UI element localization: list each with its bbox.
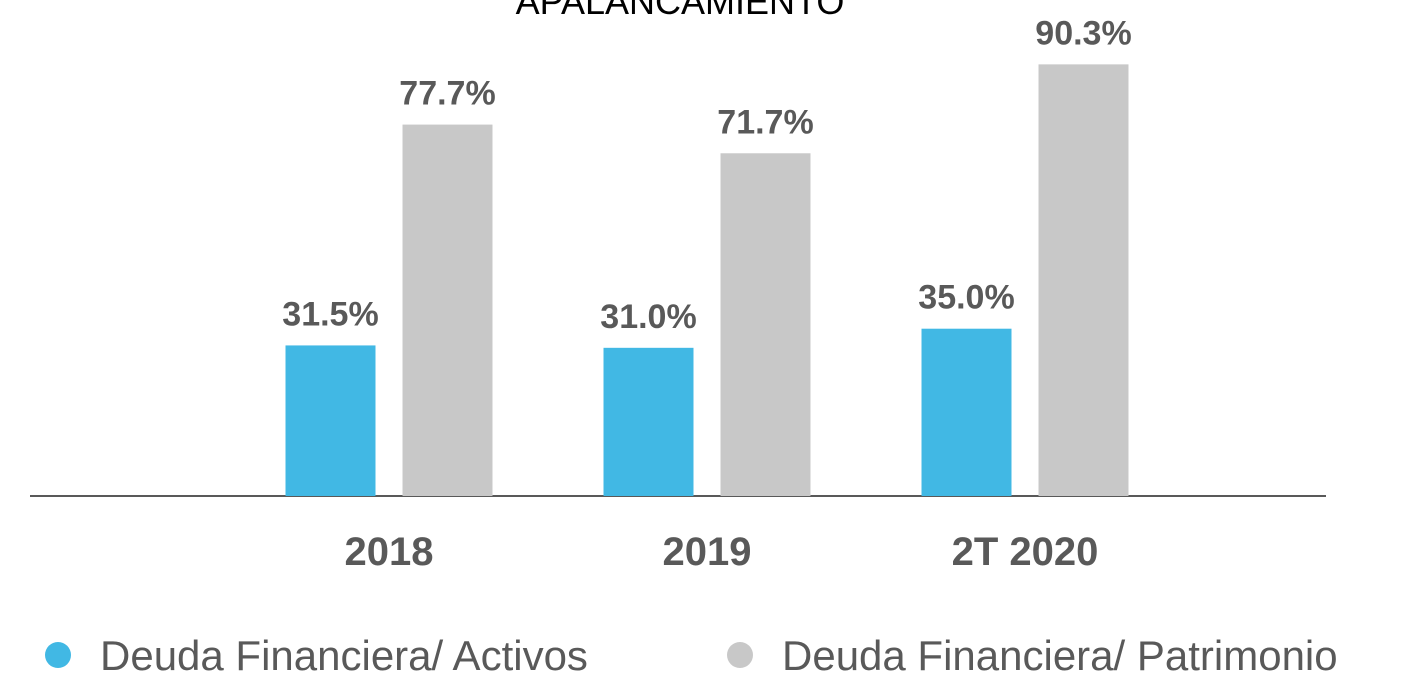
legend-marker	[45, 642, 71, 668]
bar	[921, 328, 1012, 496]
legend-label: Deuda Financiera/ Activos	[100, 632, 588, 677]
x-tick-label: 2019	[663, 530, 752, 574]
legend-marker	[727, 642, 753, 668]
value-label: 35.0%	[918, 279, 1014, 317]
legend-label: Deuda Financiera/ Patrimonio	[782, 632, 1338, 677]
chart-title: APALANCAMIENTO	[516, 0, 845, 22]
bar	[285, 345, 376, 496]
value-label: 90.3%	[1035, 14, 1131, 52]
value-label: 31.5%	[282, 295, 378, 333]
bar	[1038, 64, 1129, 496]
bar	[603, 347, 694, 496]
value-label: 77.7%	[399, 75, 495, 113]
x-tick-label: 2018	[345, 530, 434, 574]
x-tick-label: 2T 2020	[952, 530, 1099, 574]
bar	[402, 124, 493, 497]
value-label: 31.0%	[600, 298, 696, 336]
bar	[720, 153, 811, 497]
value-label: 71.7%	[717, 103, 813, 141]
